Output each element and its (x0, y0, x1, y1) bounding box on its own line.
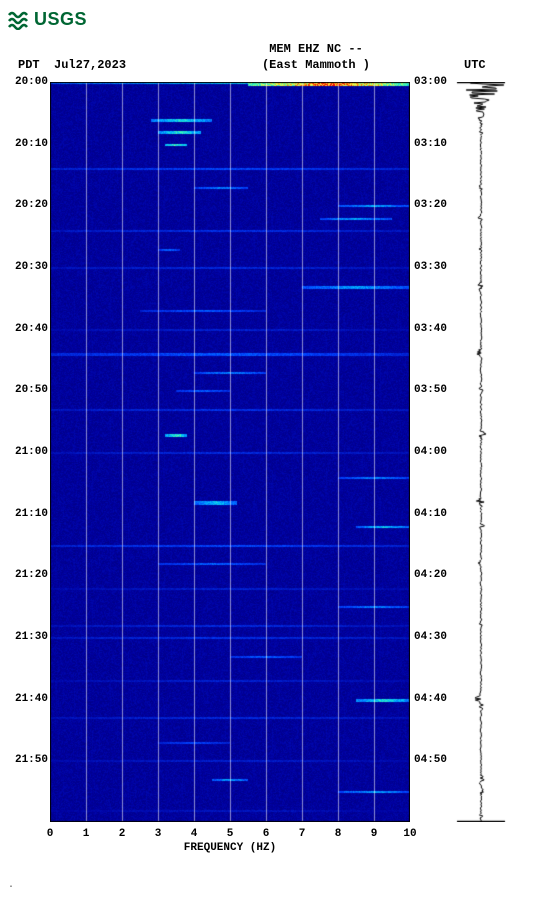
right-time-tick: 04:30 (414, 631, 447, 643)
seismogram-panel (452, 82, 510, 822)
right-time-tick: 04:10 (414, 508, 447, 520)
right-time-tick: 03:50 (414, 384, 447, 396)
right-time-tick: 03:20 (414, 199, 447, 211)
spectrogram-panel (50, 82, 410, 822)
left-time-tick: 21:10 (15, 508, 48, 520)
right-time-tick: 04:40 (414, 693, 447, 705)
usgs-logo-text: USGS (34, 9, 87, 30)
freq-tick: 5 (227, 828, 234, 840)
right-time-tick: 04:20 (414, 569, 447, 581)
date-label: Jul27,2023 (54, 58, 126, 72)
freq-tick: 0 (47, 828, 54, 840)
left-time-tick: 21:30 (15, 631, 48, 643)
right-tz-label: UTC (464, 58, 544, 72)
freq-tick: 10 (403, 828, 416, 840)
freq-tick: 2 (119, 828, 126, 840)
freq-tick: 9 (371, 828, 378, 840)
freq-tick: 1 (83, 828, 90, 840)
freq-tick: 4 (191, 828, 198, 840)
left-time-tick: 20:10 (15, 138, 48, 150)
station-name: (East Mammoth ) (168, 58, 464, 72)
left-time-tick: 21:20 (15, 569, 48, 581)
left-time-axis: 20:0020:1020:2020:3020:4020:5021:0021:10… (8, 82, 50, 822)
right-time-axis: 03:0003:1003:2003:3003:4003:5004:0004:10… (410, 82, 452, 822)
left-time-tick: 20:40 (15, 323, 48, 335)
left-time-tick: 20:30 (15, 261, 48, 273)
left-tz-label: PDT (18, 58, 40, 72)
usgs-logo: USGS (8, 8, 544, 30)
usgs-waves-icon (8, 8, 30, 30)
freq-tick: 7 (299, 828, 306, 840)
frequency-axis-label: FREQUENCY (HZ) (184, 842, 276, 854)
right-time-tick: 04:50 (414, 754, 447, 766)
right-time-tick: 03:30 (414, 261, 447, 273)
left-time-tick: 20:20 (15, 199, 48, 211)
freq-tick: 6 (263, 828, 270, 840)
spectrogram-canvas (50, 82, 410, 822)
right-time-tick: 03:40 (414, 323, 447, 335)
freq-tick: 3 (155, 828, 162, 840)
chart-title-line2: PDT Jul27,2023 (East Mammoth ) UTC (8, 58, 544, 72)
right-time-tick: 03:10 (414, 138, 447, 150)
left-time-tick: 20:50 (15, 384, 48, 396)
station-id: MEM EHZ NC -- (168, 42, 464, 56)
chart-area: 20:0020:1020:2020:3020:4020:5021:0021:10… (8, 82, 544, 822)
seismogram-canvas (452, 82, 510, 822)
left-time-tick: 21:00 (15, 446, 48, 458)
right-time-tick: 03:00 (414, 76, 447, 88)
left-time-tick: 21:50 (15, 754, 48, 766)
left-time-tick: 20:00 (15, 76, 48, 88)
left-time-tick: 21:40 (15, 693, 48, 705)
footer-mark: . (8, 880, 544, 891)
right-time-tick: 04:00 (414, 446, 447, 458)
chart-title-line1: MEM EHZ NC -- (8, 42, 544, 56)
frequency-axis: FREQUENCY (HZ) 012345678910 (50, 822, 410, 856)
freq-tick: 8 (335, 828, 342, 840)
